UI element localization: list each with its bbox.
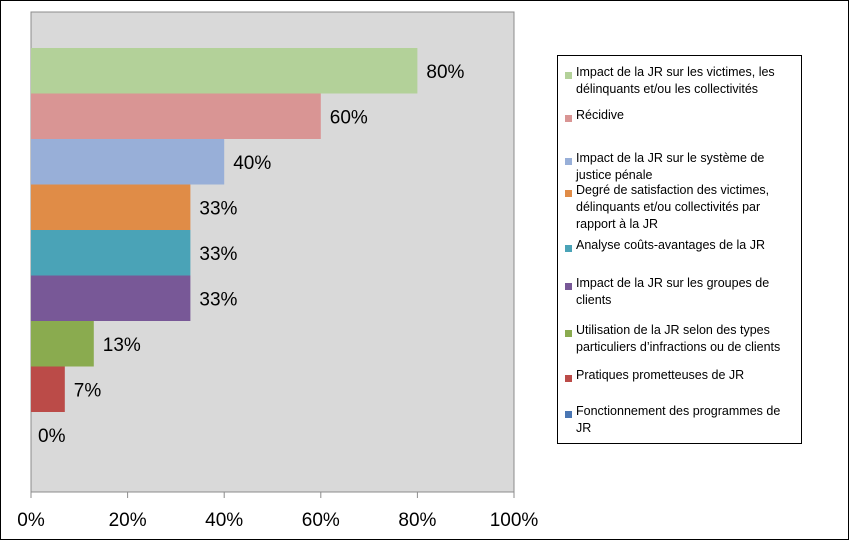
chart-legend: Impact de la JR sur les victimes, les dé… — [557, 55, 802, 444]
bar-3 — [31, 139, 225, 185]
x-tick-label-4: 60% — [302, 510, 340, 531]
bar-1 — [31, 48, 418, 94]
bar-7 — [31, 321, 94, 367]
legend-swatch-8 — [565, 375, 572, 382]
data-label-4: 33% — [199, 198, 237, 219]
data-label-2: 60% — [330, 107, 368, 128]
bar-5 — [31, 230, 191, 276]
bar-4 — [31, 184, 191, 230]
data-label-7: 13% — [103, 335, 141, 356]
legend-label-7: Utilisation de la JR selon des types par… — [576, 323, 781, 354]
legend-label-3: Impact de la JR sur le système de justic… — [576, 151, 765, 182]
data-label-8: 7% — [74, 380, 102, 401]
x-tick-label-3: 40% — [205, 510, 243, 531]
bar-2 — [31, 93, 321, 139]
x-tick-label-2: 20% — [109, 510, 147, 531]
data-label-6: 33% — [199, 289, 237, 310]
legend-label-9: Fonctionnement des programmes de JR — [576, 404, 781, 435]
legend-swatch-3 — [565, 158, 572, 165]
legend-swatch-6 — [565, 283, 572, 290]
data-label-1: 80% — [426, 62, 464, 83]
legend-label-8: Pratiques prometteuses de JR — [576, 368, 745, 382]
legend-swatch-1 — [565, 72, 572, 79]
legend-swatch-7 — [565, 330, 572, 337]
data-label-3: 40% — [233, 153, 271, 174]
x-tick-label-1: 0% — [17, 510, 45, 531]
data-label-5: 33% — [199, 244, 237, 265]
legend-label-2: Récidive — [576, 108, 624, 122]
bar-8 — [31, 366, 65, 412]
data-label-9: 0% — [38, 426, 66, 447]
legend-label-5: Analyse coûts-avantages de la JR — [576, 238, 765, 252]
legend-swatch-9 — [565, 411, 572, 418]
legend-label-4: Degré de satisfaction des victimes, déli… — [576, 183, 770, 231]
legend-label-1: Impact de la JR sur les victimes, les dé… — [576, 65, 775, 96]
bar-6 — [31, 275, 191, 321]
legend-label-6: Impact de la JR sur les groupes de clien… — [576, 276, 770, 307]
legend-swatch-4 — [565, 190, 572, 197]
x-tick-label-5: 80% — [398, 510, 436, 531]
legend-swatch-5 — [565, 245, 572, 252]
x-tick-label-6: 100% — [490, 510, 539, 531]
legend-swatch-2 — [565, 115, 572, 122]
